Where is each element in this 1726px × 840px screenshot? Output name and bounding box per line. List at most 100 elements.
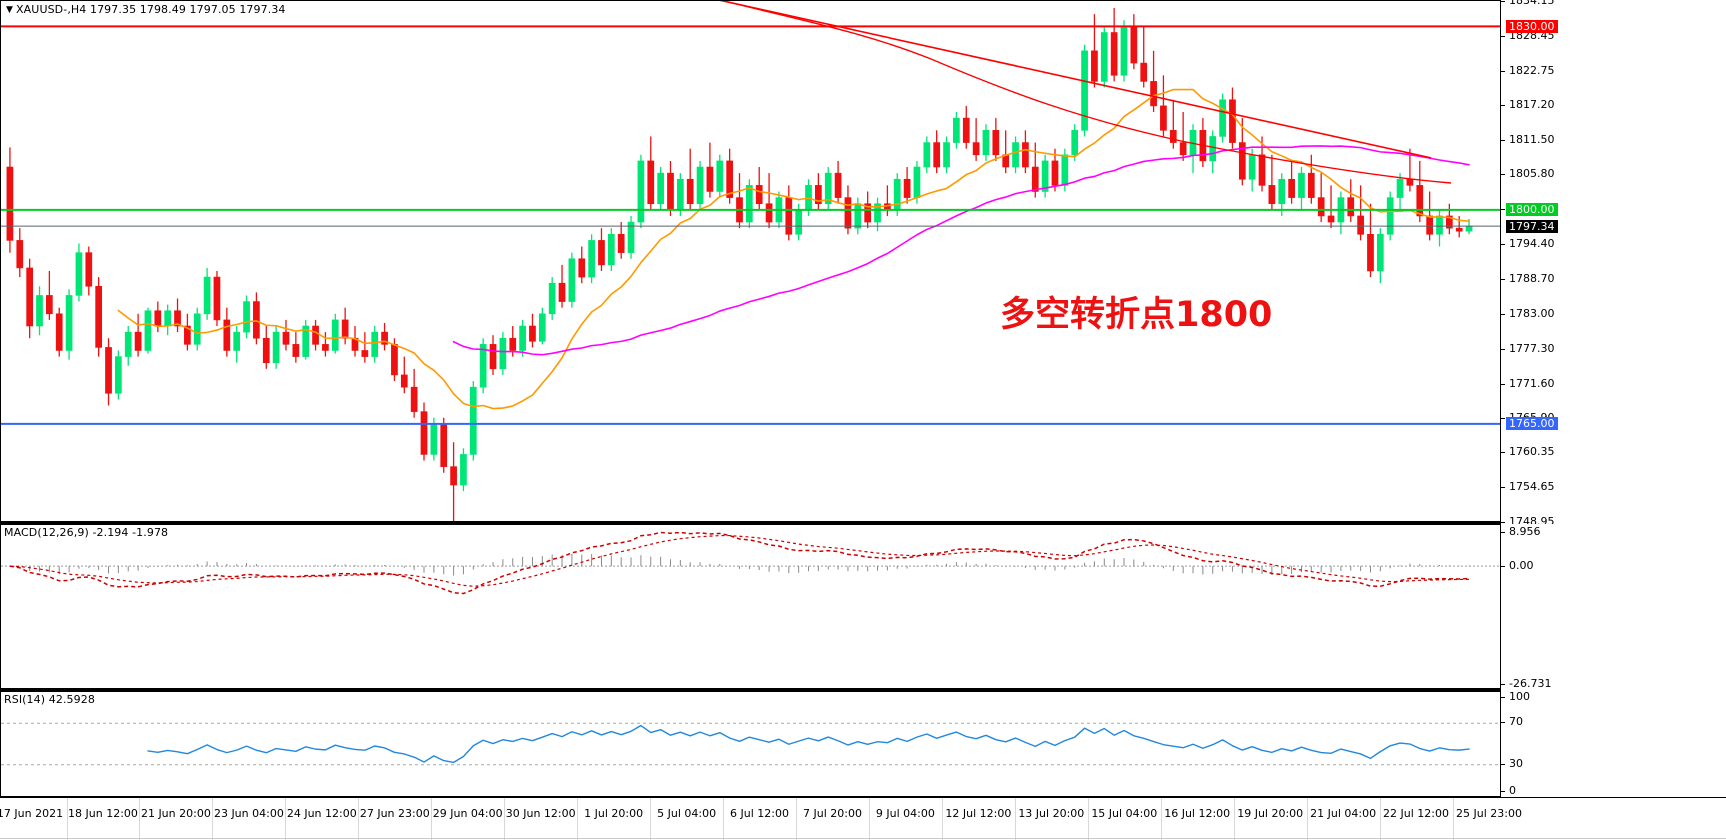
price-panel: ▼ XAUUSD-,H4 1797.35 1798.49 1797.05 1797… [0,0,1726,527]
rsi-panel: RSI(14) 42.5928 100 70 30 0 [0,691,1726,797]
rsi-svg [1,722,1500,766]
date-axis-separator [285,797,287,840]
macd-axis-tick [1501,684,1505,685]
price-axis-label: 1748.95 [1509,515,1555,528]
price-axis-tick [1501,70,1505,72]
date-axis-label: 7 Jul 20:00 [803,807,862,820]
chart-header-quote: ▼ XAUUSD-,H4 1797.35 1798.49 1797.05 1797… [6,3,286,16]
price-level-tag-support[interactable]: 1765.00 [1506,417,1558,431]
price-axis-label: 1760.35 [1509,445,1555,459]
date-axis-label: 1 Jul 20:00 [584,807,644,820]
date-axis-label: 16 Jul 12:00 [1164,807,1231,820]
price-axis-tick [1501,278,1505,280]
date-axis-separator [431,797,433,840]
price-axis[interactable]: 1834.15 1828.45 1822.75 1817.20 1811.50 1805.… [1501,0,1726,527]
macd-axis-tick [1501,532,1505,533]
price-axis-tick [1501,522,1505,523]
date-axis-label: 17 Jun 2021 [0,807,64,820]
date-axis-label: 6 Jul 12:00 [730,807,789,820]
price-axis-tick [1501,139,1505,141]
price-axis-tick [1501,418,1505,420]
price-axis-tick [1501,209,1505,211]
date-axis-label: 29 Jun 04:00 [432,807,503,820]
date-axis-separator [504,797,506,840]
price-axis-label: 1754.65 [1509,480,1555,494]
date-axis-label: 24 Jun 12:00 [286,807,357,820]
date-axis-label: 9 Jul 04:00 [875,807,935,820]
rsi-plot-area[interactable] [0,691,1501,797]
price-axis-label: 1828.45 [1509,28,1555,42]
price-axis-label: 1834.15 [1509,0,1555,7]
date-axis-label: 22 Jul 12:00 [1383,807,1449,820]
date-axis-separator [650,797,652,840]
rsi-axis-tick [1501,763,1505,765]
date-axis-label: 13 Jul 20:00 [1018,807,1085,820]
price-axis-label: 1794.40 [1509,237,1555,251]
price-axis-label: 1817.20 [1509,97,1555,111]
price-plot-area[interactable] [0,0,1501,523]
rsi-axis-label: 0 [1509,784,1516,797]
chart-header-text: XAUUSD-,H4 1797.35 1798.49 1797.05 1797.… [16,3,286,16]
date-axis-label: 19 Jul 20:00 [1237,807,1304,820]
date-axis-separator [66,797,68,840]
rsi-axis: 100 70 30 0 [1501,691,1726,797]
macd-panel: MACD(12,26,9) -2.194 -1.978 8.956 0.00 -26… [0,524,1726,690]
price-axis-tick [1501,348,1505,350]
price-axis-tick [1501,244,1505,246]
date-axis-top-border [0,797,1726,798]
date-axis-separator [1014,797,1016,840]
rsi-axis-label: 30 [1509,756,1523,770]
price-axis-label: 1788.70 [1509,271,1555,285]
price-axis-label: 1822.75 [1509,63,1555,77]
price-axis-label: 1811.50 [1509,132,1555,146]
price-candlestick-svg [1,1,1500,522]
date-axis[interactable]: 17 Jun 2021 18 Jun 12:00 21 Jun 20:00 23 Ju… [0,797,1726,840]
price-axis-tick [1501,487,1505,489]
macd-svg [1,531,1500,595]
rsi-axis-tick [1501,791,1505,792]
price-axis-label: 1783.00 [1509,306,1555,320]
date-axis-separator [212,797,214,840]
macd-axis: 8.956 0.00 -26.731 [1501,524,1726,690]
price-axis-tick [1501,313,1505,315]
date-axis-separator [1233,797,1235,840]
date-axis-label: 27 Jun 23:00 [359,807,430,820]
date-axis-label: 15 Jul 04:00 [1091,807,1158,820]
date-axis-label: 25 Jul 23:00 [1456,807,1522,820]
price-axis-tick [1501,452,1505,454]
price-level-tag-resistance[interactable]: 1830.00 [1506,19,1558,33]
chart-annotation-text: 多空转折点1800 [1000,295,1273,335]
collapse-triangle-icon[interactable]: ▼ [6,5,14,15]
price-level-tag-pivot[interactable]: 1800.00 [1506,203,1558,217]
date-axis-separator [723,797,724,840]
rsi-axis-tick [1501,697,1505,698]
date-axis-label: 21 Jul 04:00 [1310,807,1377,820]
price-axis-tick [1501,35,1505,37]
price-level-tag-last[interactable]: 1797.34 [1506,219,1558,233]
panel-divider-rsi [0,688,1501,691]
price-axis-tick [1501,104,1505,106]
macd-plot-area[interactable] [0,524,1501,690]
date-axis-separator [358,797,360,840]
price-axis-label: 1805.80 [1509,167,1555,181]
date-axis-separator [139,797,141,840]
date-axis-label: 30 Jun 12:00 [505,807,576,820]
date-axis-separator [1306,797,1308,840]
macd-axis-label: 0.00 [1509,559,1534,573]
date-axis-label: 23 Jun 04:00 [213,807,284,820]
date-axis-separator [1160,797,1162,840]
macd-label: MACD(12,26,9) -2.194 -1.978 [4,526,169,539]
date-axis-separator [941,797,943,840]
date-axis-separator [796,797,797,840]
price-axis-label: 1771.60 [1509,376,1555,390]
date-axis-separator [1452,797,1454,840]
rsi-axis-label: 70 [1509,715,1523,729]
date-axis-separator [577,797,579,840]
bottom-border [0,838,1726,839]
price-axis-tick [1501,1,1505,2]
date-axis-separator [1087,797,1089,840]
price-axis-tick [1501,383,1505,385]
date-axis-label: 12 Jul 12:00 [945,807,1012,820]
macd-axis-tick [1501,566,1505,568]
